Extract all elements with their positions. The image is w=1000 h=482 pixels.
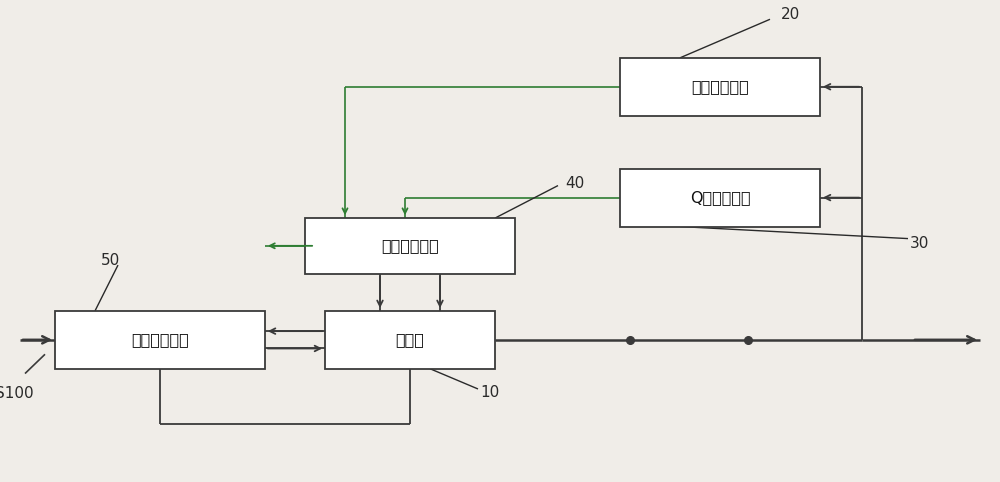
Text: 40: 40: [565, 175, 585, 191]
Text: 频率调谐电路: 频率调谐电路: [691, 79, 749, 94]
Bar: [620, 169, 820, 227]
Text: Q值调谐电路: Q值调谐电路: [690, 190, 750, 205]
Bar: [620, 58, 820, 116]
Text: 10: 10: [480, 385, 500, 401]
Text: 滤波器: 滤波器: [396, 332, 424, 348]
Bar: [305, 218, 515, 274]
Text: 采样保持电路: 采样保持电路: [381, 238, 439, 254]
Text: S100: S100: [0, 386, 34, 401]
Text: 信号选择电路: 信号选择电路: [131, 332, 189, 348]
Text: 50: 50: [100, 253, 120, 268]
Bar: [325, 311, 495, 369]
Text: 30: 30: [910, 236, 929, 251]
Text: 20: 20: [780, 7, 800, 22]
Bar: [55, 311, 265, 369]
